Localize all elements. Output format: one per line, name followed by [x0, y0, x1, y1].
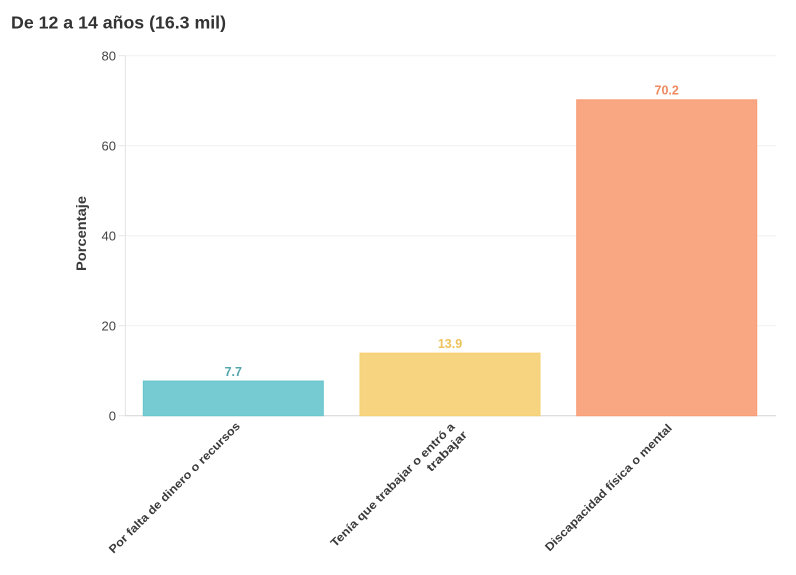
svg-text:0: 0: [109, 409, 116, 424]
svg-text:13.9: 13.9: [438, 337, 462, 351]
svg-text:De 12 a 14 años (16.3 mil): De 12 a 14 años (16.3 mil): [11, 13, 226, 33]
svg-text:Porcentaje: Porcentaje: [73, 196, 89, 271]
svg-text:40: 40: [102, 229, 116, 244]
svg-text:70.2: 70.2: [655, 84, 679, 98]
svg-text:7.7: 7.7: [225, 365, 242, 379]
svg-text:60: 60: [102, 139, 116, 154]
svg-text:80: 80: [102, 49, 116, 64]
svg-text:20: 20: [102, 319, 116, 334]
